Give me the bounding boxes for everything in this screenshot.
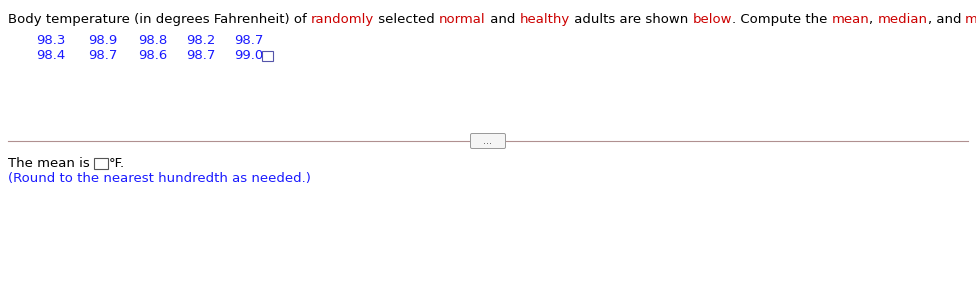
Text: 99.0: 99.0 — [234, 49, 264, 62]
Text: The mean is: The mean is — [8, 157, 94, 170]
Text: 98.9: 98.9 — [88, 34, 117, 47]
Text: ...: ... — [483, 136, 493, 146]
Text: 98.2: 98.2 — [186, 34, 216, 47]
Text: randomly: randomly — [311, 13, 374, 26]
Text: . Compute the: . Compute the — [732, 13, 832, 26]
Text: 98.7: 98.7 — [186, 49, 216, 62]
Text: healthy: healthy — [519, 13, 570, 26]
Text: 98.3: 98.3 — [36, 34, 65, 47]
FancyBboxPatch shape — [470, 133, 506, 148]
Text: and: and — [486, 13, 519, 26]
Text: adults are shown: adults are shown — [570, 13, 692, 26]
Text: 98.7: 98.7 — [88, 49, 117, 62]
Text: median: median — [877, 13, 927, 26]
Text: ,: , — [869, 13, 877, 26]
FancyBboxPatch shape — [262, 50, 272, 61]
Text: 98.7: 98.7 — [234, 34, 264, 47]
Bar — [94, 158, 108, 169]
Text: (Round to the nearest hundredth as needed.): (Round to the nearest hundredth as neede… — [8, 172, 311, 185]
Text: 98.4: 98.4 — [36, 49, 65, 62]
Text: selected: selected — [374, 13, 439, 26]
Text: 98.8: 98.8 — [138, 34, 167, 47]
Text: 98.6: 98.6 — [138, 49, 167, 62]
Text: normal: normal — [439, 13, 486, 26]
Text: °F.: °F. — [109, 157, 125, 170]
Text: Body temperature (in degrees Fahrenheit) of: Body temperature (in degrees Fahrenheit)… — [8, 13, 311, 26]
Text: below: below — [692, 13, 732, 26]
Text: , and: , and — [927, 13, 965, 26]
Text: mode: mode — [965, 13, 976, 26]
Text: mean: mean — [832, 13, 869, 26]
